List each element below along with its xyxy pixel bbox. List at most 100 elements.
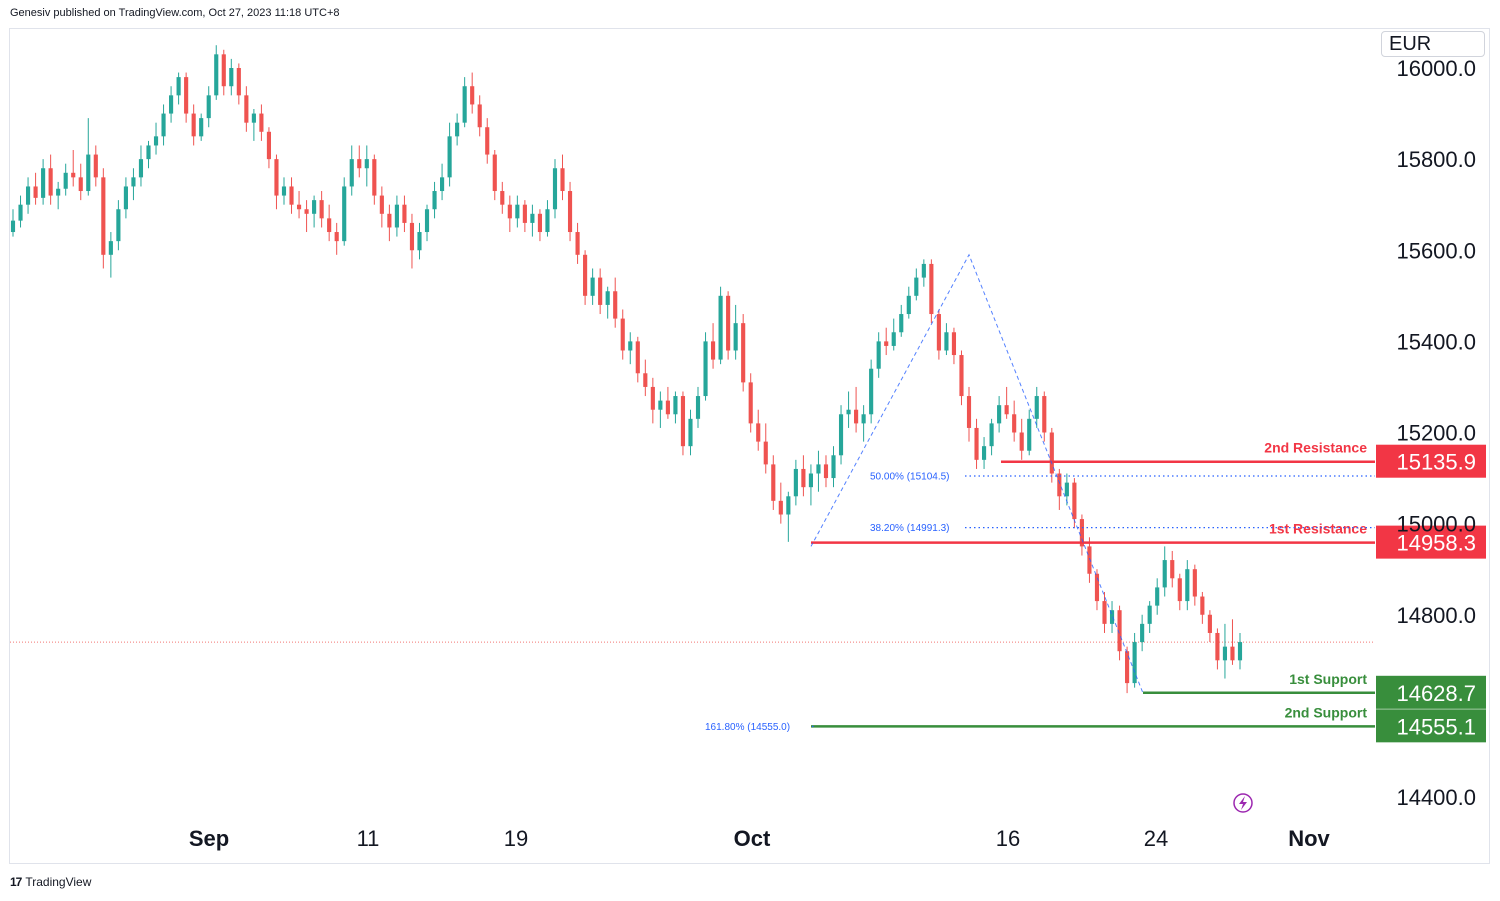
candle-body	[274, 159, 279, 196]
time-axis: Sep 11 19 Oct 16 24 Nov	[189, 826, 1331, 851]
candle-body	[884, 341, 889, 346]
support-name-label: 2nd Support	[1285, 704, 1368, 720]
lightning-icon[interactable]	[1233, 793, 1253, 813]
candle-body	[567, 191, 573, 233]
candle-body	[951, 332, 957, 356]
candle-body	[48, 168, 53, 196]
candle-body	[25, 186, 31, 205]
candle-body	[643, 373, 648, 387]
price-tick-label: 15600.0	[1396, 238, 1476, 263]
candle-body	[989, 423, 994, 447]
candle-body	[153, 136, 159, 146]
candle-body	[703, 341, 708, 397]
candle-body	[808, 473, 813, 488]
candle-body	[914, 277, 919, 296]
candle-body	[981, 446, 987, 460]
candle-body	[296, 204, 302, 210]
fib-level-label: 50.00% (15104.5)	[870, 472, 950, 483]
candle-body	[184, 77, 189, 114]
candle-body	[357, 159, 362, 169]
candle-body	[613, 291, 618, 319]
candle-body	[650, 386, 655, 410]
price-tick-label: 15400.0	[1396, 329, 1476, 354]
candle-body	[997, 405, 1002, 424]
candle-body	[1072, 482, 1077, 520]
candle-body	[846, 409, 851, 415]
candle-body	[266, 131, 272, 160]
candle-body	[680, 396, 686, 447]
candle-body	[673, 396, 678, 415]
candle-body	[545, 209, 550, 233]
time-tick-label: 19	[504, 826, 528, 851]
candle-body	[33, 186, 38, 198]
candle-body	[1034, 396, 1039, 419]
candle-body	[688, 418, 693, 447]
candle-body	[123, 186, 128, 210]
candle-body	[63, 172, 68, 189]
candle-body	[530, 213, 535, 223]
candle-body	[1079, 519, 1084, 547]
candle-body	[590, 277, 595, 296]
candle-body	[861, 414, 866, 424]
price-tick-label: 15000.0	[1396, 512, 1476, 537]
candle-body	[876, 341, 881, 369]
candle-body	[304, 209, 309, 214]
candle-body	[1132, 642, 1137, 684]
candle-body	[537, 213, 543, 233]
candle-body	[259, 113, 264, 132]
candle-body	[138, 159, 144, 178]
candle-body	[342, 186, 347, 242]
candle-body	[379, 195, 384, 214]
candle-body	[1019, 432, 1024, 451]
support-price-label: 14555.1	[1396, 714, 1476, 739]
candle-body	[718, 295, 723, 360]
candle-body	[417, 232, 422, 251]
candle-body	[1140, 623, 1145, 643]
candle-body	[793, 468, 798, 497]
candle-body	[1215, 632, 1220, 661]
candle-body	[748, 382, 753, 424]
candle-body	[424, 209, 430, 233]
candle-body	[101, 177, 106, 255]
candle-body	[10, 220, 16, 233]
candle-body	[1125, 651, 1130, 684]
candle-body	[364, 159, 369, 169]
candle-body	[816, 464, 821, 474]
candle-body	[71, 172, 76, 178]
candlestick-series	[10, 45, 1243, 694]
candle-body	[854, 409, 859, 424]
candle-body	[763, 441, 768, 465]
fib-level-label: 38.20% (14991.3)	[870, 523, 950, 534]
time-tick-label: Sep	[189, 826, 229, 851]
candle-body	[1117, 610, 1122, 652]
candle-body	[349, 159, 354, 187]
candle-body	[108, 241, 113, 255]
candle-body	[771, 464, 776, 501]
time-tick-label: 11	[357, 826, 380, 851]
candle-body	[281, 186, 287, 196]
candle-body	[1027, 418, 1032, 451]
candle-body	[899, 314, 904, 333]
candle-body	[598, 277, 603, 305]
candle-body	[575, 232, 580, 255]
candle-body	[1200, 596, 1205, 615]
candle-body	[801, 468, 806, 488]
candle-body	[462, 86, 467, 123]
candle-body	[312, 200, 317, 214]
candle-body	[86, 154, 91, 192]
candle-body	[327, 218, 332, 233]
resistance-name-label: 1st Resistance	[1269, 521, 1367, 537]
candle-body	[1177, 578, 1182, 602]
candle-body	[78, 177, 83, 192]
candle-body	[974, 427, 979, 460]
candle-body	[756, 423, 761, 442]
time-tick-label: Nov	[1288, 826, 1330, 851]
candle-body	[319, 200, 324, 219]
currency-selector[interactable]: EUR	[1381, 31, 1485, 57]
candle-body	[831, 455, 836, 479]
footer-brand[interactable]: 17 TradingView	[10, 875, 91, 889]
resistance-price-label: 15135.9	[1396, 450, 1476, 475]
candle-body	[507, 204, 512, 219]
resistance-price-badge	[1376, 525, 1486, 559]
